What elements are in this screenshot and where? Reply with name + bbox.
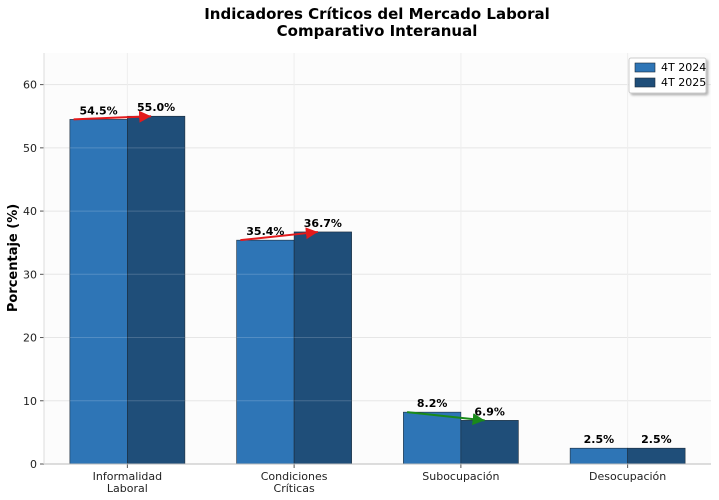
data-label: 35.4% bbox=[246, 225, 284, 238]
bar-series-2 bbox=[460, 420, 519, 465]
legend-swatch bbox=[634, 62, 656, 73]
change-arrow bbox=[240, 227, 318, 242]
legend-label: 4T 2025 bbox=[661, 76, 706, 89]
data-label: 54.5% bbox=[80, 104, 118, 117]
data-label: 36.7% bbox=[304, 217, 342, 230]
y-axis-ticks: 0 10 20 30 40 50 60 bbox=[23, 79, 44, 471]
x-tick-label: Informalidad Laboral bbox=[93, 470, 162, 495]
y-tick-label: 0 bbox=[30, 458, 37, 471]
change-arrow bbox=[407, 411, 485, 426]
x-axis-ticks: Informalidad Laboral Condiciones Críticas Su… bbox=[93, 464, 666, 495]
x-tick-label: Desocupación bbox=[589, 470, 666, 483]
bar-series-1 bbox=[569, 447, 628, 465]
bar-series-1 bbox=[236, 239, 295, 465]
bar-series-1 bbox=[69, 119, 128, 465]
data-label: 8.2% bbox=[417, 397, 448, 410]
bars bbox=[69, 115, 686, 465]
change-arrows bbox=[73, 110, 485, 426]
chart-title: Indicadores Críticos del Mercado Laboral bbox=[204, 5, 550, 23]
data-labels: 54.5% 35.4% 8.2% 2.5% 55.0% 36.7% 6.9% 2.5% bbox=[80, 101, 672, 446]
x-tick-label: Subocupación bbox=[422, 470, 499, 483]
bar-series-2 bbox=[293, 231, 352, 465]
y-tick-label: 40 bbox=[23, 205, 37, 218]
x-tick-label: Condiciones Críticas bbox=[261, 470, 328, 495]
data-label: 2.5% bbox=[584, 433, 615, 446]
y-tick-label: 10 bbox=[23, 395, 37, 408]
y-tick-label: 50 bbox=[23, 142, 37, 155]
bar-series-2 bbox=[627, 447, 686, 465]
y-axis-label: Porcentaje (%) bbox=[6, 204, 21, 312]
legend-swatch bbox=[634, 77, 656, 88]
y-tick-label: 60 bbox=[23, 79, 37, 92]
data-label: 6.9% bbox=[474, 405, 505, 418]
data-label: 55.0% bbox=[137, 101, 175, 114]
y-tick-label: 20 bbox=[23, 332, 37, 345]
change-arrow bbox=[73, 110, 152, 123]
legend-label: 4T 2024 bbox=[661, 61, 706, 74]
data-label: 2.5% bbox=[641, 433, 672, 446]
chart-subtitle: Comparativo Interanual bbox=[277, 22, 478, 40]
bar-series-1 bbox=[403, 411, 462, 465]
legend: 4T 2024 4T 2025 bbox=[628, 57, 707, 94]
y-tick-label: 30 bbox=[23, 268, 37, 281]
bar-series-2 bbox=[127, 115, 186, 465]
